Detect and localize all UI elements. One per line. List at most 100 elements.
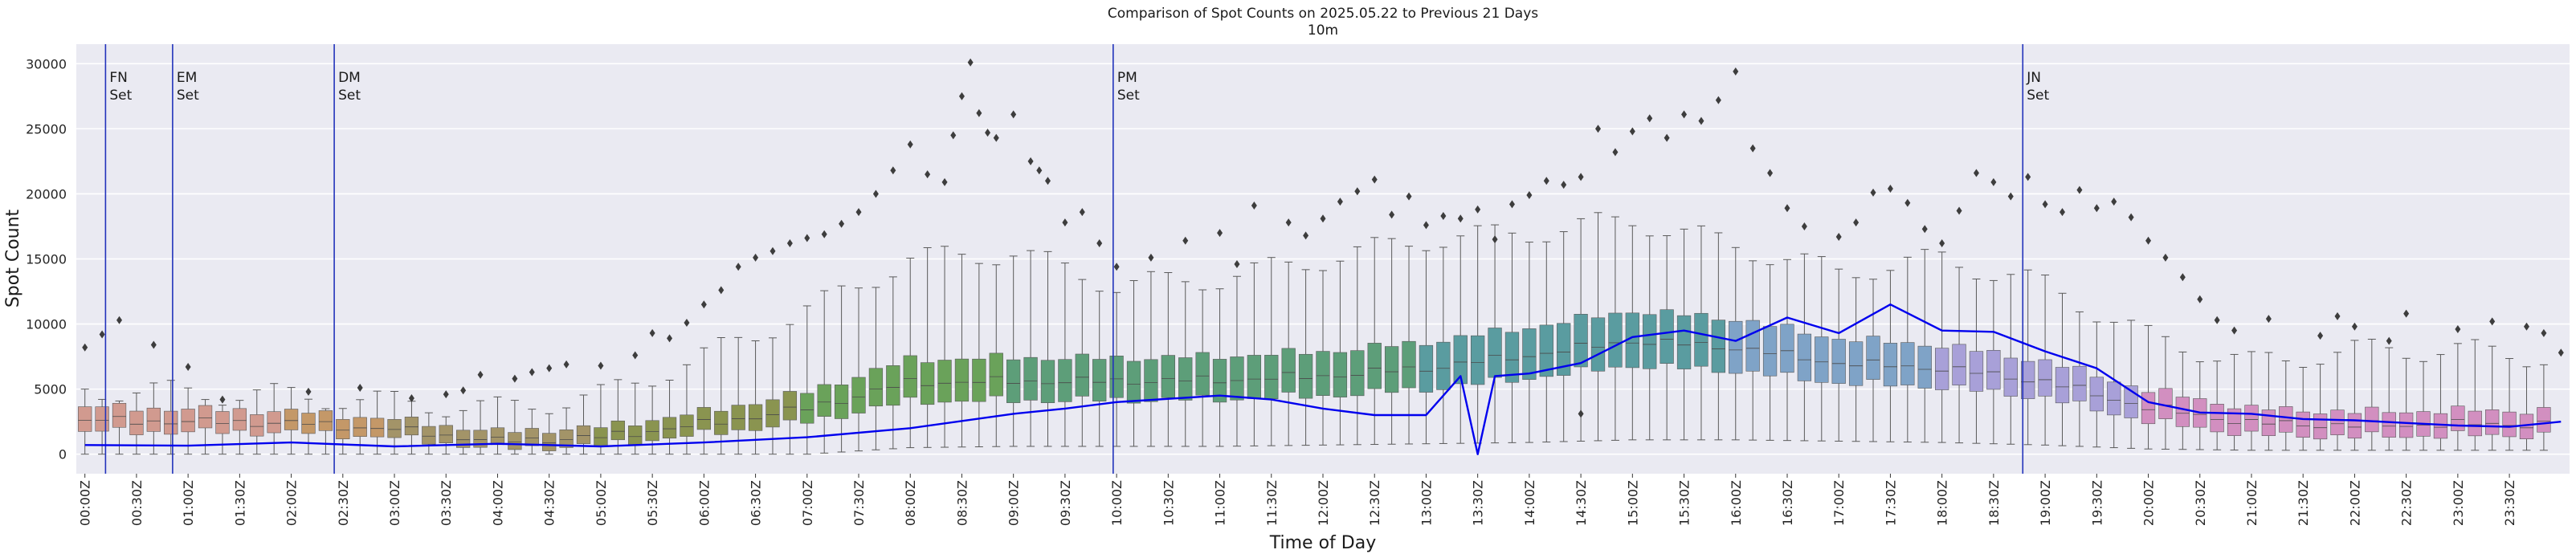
outlier-point bbox=[855, 208, 862, 217]
outlier-point bbox=[1939, 239, 1945, 248]
outlier-point bbox=[2489, 317, 2496, 326]
box-body bbox=[2347, 413, 2362, 439]
box-body bbox=[2485, 409, 2500, 435]
x-tick-label: 01:30Z bbox=[232, 480, 247, 526]
x-tick-label: 16:30Z bbox=[1780, 480, 1795, 526]
outlier-point bbox=[907, 140, 913, 149]
box-body bbox=[2519, 413, 2534, 439]
outlier-point bbox=[1079, 208, 1085, 217]
x-tick-label: 22:00Z bbox=[2347, 480, 2362, 526]
outlier-point bbox=[460, 386, 467, 395]
outlier-point bbox=[1749, 144, 1756, 153]
outlier-point bbox=[1973, 169, 1979, 177]
box-body bbox=[680, 414, 694, 437]
outlier-point bbox=[804, 234, 810, 242]
outlier-point bbox=[1595, 124, 1602, 133]
box-body bbox=[1195, 352, 1210, 396]
box-body bbox=[1023, 356, 1038, 401]
set-marker-label: Set bbox=[109, 88, 132, 104]
box-body bbox=[1126, 360, 1141, 404]
y-tick-label: 10000 bbox=[26, 317, 67, 332]
outlier-point bbox=[2076, 185, 2083, 194]
box-body bbox=[1866, 336, 1880, 380]
box-body bbox=[765, 399, 780, 428]
box-body bbox=[353, 417, 367, 437]
outlier-point bbox=[2334, 312, 2341, 320]
outlier-point bbox=[1784, 204, 1790, 213]
box-body bbox=[1659, 309, 1674, 364]
x-tick-label: 09:00Z bbox=[1006, 480, 1022, 526]
outlier-point bbox=[839, 219, 845, 228]
box-body bbox=[1590, 317, 1606, 372]
outlier-point bbox=[185, 363, 191, 372]
box-body bbox=[696, 407, 712, 430]
outlier-point bbox=[2317, 332, 2324, 340]
box-body bbox=[1109, 356, 1124, 398]
set-marker-label: FN bbox=[109, 70, 128, 86]
box-body bbox=[1539, 324, 1553, 377]
set-marker-label: DM bbox=[338, 70, 361, 86]
outlier-point bbox=[1870, 188, 1876, 197]
outlier-point bbox=[753, 253, 759, 262]
outlier-point bbox=[477, 370, 484, 379]
outlier-point bbox=[1113, 263, 1120, 271]
box-body bbox=[439, 425, 453, 443]
box-body bbox=[473, 430, 488, 448]
box-body bbox=[2279, 406, 2293, 433]
set-marker-label: Set bbox=[177, 88, 199, 104]
outlier-point bbox=[1543, 177, 1549, 185]
box-body bbox=[369, 417, 385, 438]
y-tick-label: 0 bbox=[59, 447, 67, 462]
outlier-point bbox=[2162, 253, 2169, 262]
x-tick-label: 13:00Z bbox=[1419, 480, 1434, 526]
outlier-point bbox=[563, 360, 569, 369]
outlier-point bbox=[1148, 253, 1154, 262]
outlier-point bbox=[2523, 322, 2529, 331]
box-body bbox=[2382, 412, 2396, 438]
box-body bbox=[2433, 413, 2448, 439]
box-body bbox=[2210, 404, 2224, 433]
box-body bbox=[456, 430, 471, 448]
outlier-point bbox=[958, 92, 965, 100]
box-body bbox=[2296, 411, 2310, 438]
x-tick-label: 20:30Z bbox=[2193, 480, 2208, 526]
outlier-point bbox=[890, 166, 896, 175]
outlier-point bbox=[1182, 236, 1189, 245]
box-body bbox=[2330, 409, 2345, 436]
box-body bbox=[1247, 355, 1262, 399]
box-body bbox=[1729, 320, 1743, 374]
set-marker-label: PM bbox=[1117, 70, 1137, 86]
outlier-point bbox=[2093, 204, 2100, 213]
box-body bbox=[1815, 336, 1829, 383]
box-body bbox=[610, 420, 625, 441]
outlier-point bbox=[1767, 169, 1774, 177]
outlier-point bbox=[872, 189, 879, 198]
outlier-point bbox=[1990, 177, 1997, 186]
box-body bbox=[318, 410, 333, 431]
y-axis-label: Spot Count bbox=[3, 209, 23, 308]
outlier-point bbox=[1027, 157, 1034, 165]
outlier-point bbox=[150, 340, 157, 349]
outlier-point bbox=[1887, 184, 1893, 193]
y-tick-label: 30000 bbox=[26, 56, 67, 71]
outlier-point bbox=[1904, 198, 1911, 207]
outlier-point bbox=[2197, 295, 2203, 303]
box-body bbox=[1848, 341, 1864, 386]
box-body bbox=[1436, 341, 1451, 390]
box-body bbox=[1040, 360, 1055, 403]
x-tick-label: 15:00Z bbox=[1625, 480, 1640, 526]
outlier-point bbox=[649, 328, 655, 337]
box-body bbox=[1934, 348, 1949, 390]
box-body bbox=[2055, 367, 2070, 404]
y-tick-label: 20000 bbox=[26, 186, 67, 202]
outlier-point bbox=[1044, 177, 1051, 185]
outlier-point bbox=[2386, 336, 2392, 345]
box-body bbox=[972, 358, 986, 402]
outlier-point bbox=[1337, 198, 1343, 206]
box-body bbox=[2038, 359, 2052, 397]
outlier-point bbox=[1251, 202, 1257, 210]
outlier-point bbox=[546, 364, 553, 373]
x-tick-label: 15:30Z bbox=[1677, 480, 1692, 526]
x-tick-label: 18:00Z bbox=[1935, 480, 1950, 526]
outlier-point bbox=[1010, 110, 1017, 119]
